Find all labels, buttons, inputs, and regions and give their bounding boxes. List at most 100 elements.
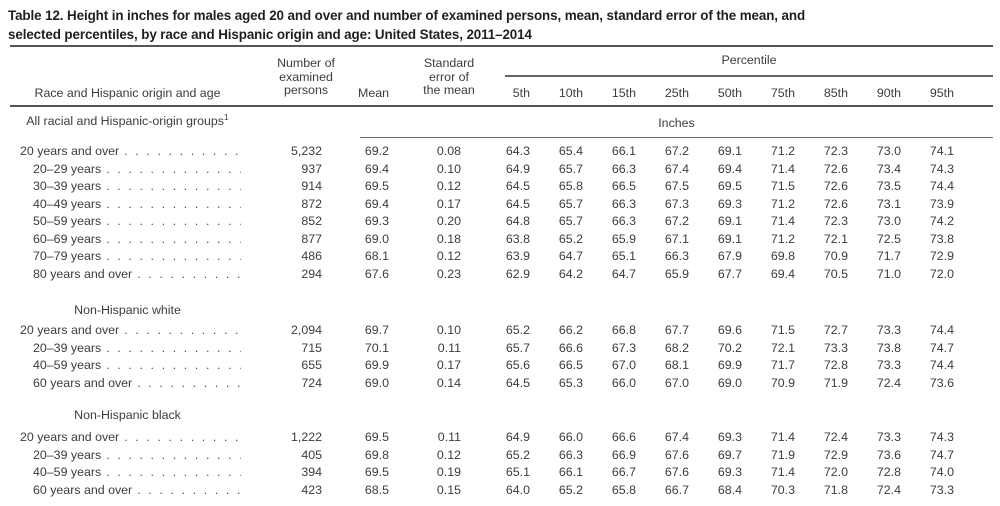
standard-error-column-header: Standard error of the mean <box>401 56 497 98</box>
cell-percentile: 72.8 <box>823 358 848 372</box>
section-rows-all-groups: 20 years and over . . . . . . . . . . . … <box>10 143 993 283</box>
section-label-all-groups: All racial and Hispanic-origin groups1 <box>10 112 245 128</box>
cell-percentile: 65.7 <box>558 161 583 176</box>
percentile-col-header: 15th <box>611 86 636 100</box>
cell-percentile: 72.9 <box>929 249 954 263</box>
cell-percentile: 67.2 <box>664 214 689 228</box>
row-label-cell: 20–29 years . . . . . . . . . . . . . . … <box>10 161 245 179</box>
cell-percentile: 74.4 <box>929 179 954 193</box>
cell-percentile: 64.7 <box>558 249 583 263</box>
stub-column-header: Race and Hispanic origin and age <box>34 86 221 100</box>
cell-percentile: 74.3 <box>929 430 954 444</box>
cell-percentile: 66.9 <box>611 447 636 462</box>
cell-mean: 69.5 <box>364 430 389 444</box>
row-label-cell: 60–69 years . . . . . . . . . . . . . . … <box>10 231 245 249</box>
cell-percentile: 72.6 <box>823 196 848 211</box>
cell-percentile: 73.3 <box>876 358 901 372</box>
standard-error-header-line: error of <box>429 69 469 84</box>
cell-examined-persons: 655 <box>301 358 322 372</box>
row-label-cell: 30–39 years . . . . . . . . . . . . . . … <box>10 178 245 196</box>
cell-percentile: 72.4 <box>823 430 848 444</box>
cell-percentile: 72.3 <box>823 144 848 158</box>
examined-persons-header-line: examined <box>279 69 333 84</box>
cell-percentile: 71.2 <box>770 196 795 211</box>
cell-percentile: 66.3 <box>611 214 636 228</box>
examined-persons-column-header: Number of examined persons <box>258 56 354 98</box>
cell-percentile: 71.7 <box>770 358 795 372</box>
leader-dots: . . . . . . . . . . . . . . . . . . . . … <box>106 340 241 355</box>
cell-percentile: 66.5 <box>611 179 636 193</box>
cell-percentile: 74.2 <box>929 214 954 228</box>
examined-persons-header-line: Number of <box>277 56 335 70</box>
cell-percentile: 74.7 <box>929 447 954 462</box>
cell-percentile: 69.0 <box>717 375 742 390</box>
table-row: 60–69 years . . . . . . . . . . . . . . … <box>10 231 993 249</box>
row-age-label: 60–69 years <box>33 231 102 246</box>
cell-percentile: 69.8 <box>770 249 795 263</box>
percentile-spanner-label: Percentile <box>721 53 777 67</box>
cell-examined-persons: 5,232 <box>290 144 322 158</box>
cell-percentile: 64.2 <box>558 266 583 281</box>
cell-percentile: 69.1 <box>717 144 742 158</box>
cell-percentile: 64.8 <box>505 214 530 228</box>
mean-column-header: Mean <box>358 86 389 100</box>
row-label-cell: 20–39 years . . . . . . . . . . . . . . … <box>10 340 245 358</box>
leader-dots: . . . . . . . . . . . . . . . . . . . . … <box>106 249 241 263</box>
table-row: 60 years and over . . . . . . . . . . . … <box>10 375 993 393</box>
cell-mean: 69.5 <box>364 179 389 193</box>
cell-percentile: 73.1 <box>876 196 901 211</box>
row-label-cell: 20 years and over . . . . . . . . . . . … <box>10 143 245 161</box>
leader-dots: . . . . . . . . . . . . . . . . . . . . … <box>106 179 241 193</box>
cell-standard-error: 0.10 <box>436 161 461 176</box>
table-row: 20–39 years . . . . . . . . . . . . . . … <box>10 447 993 465</box>
row-age-label: 30–39 years <box>33 179 102 193</box>
cell-standard-error: 0.11 <box>437 430 461 444</box>
cell-standard-error: 0.12 <box>436 249 461 263</box>
cell-percentile: 66.7 <box>611 465 636 479</box>
row-age-label: 20–39 years <box>33 447 102 462</box>
cell-percentile: 66.6 <box>558 340 583 355</box>
unit-label: Inches <box>658 116 695 130</box>
table-title-line2: selected percentiles, by race and Hispan… <box>8 27 532 42</box>
leader-dots: . . . . . . . . . . . . . . . . . . . . … <box>106 465 241 479</box>
cell-standard-error: 0.14 <box>436 375 461 390</box>
cell-percentile: 71.2 <box>770 231 795 246</box>
row-age-label: 40–59 years <box>33 465 102 479</box>
cell-percentile: 66.3 <box>664 249 689 263</box>
cell-examined-persons: 423 <box>301 482 322 497</box>
row-age-label: 60 years and over <box>33 375 133 390</box>
cell-percentile: 66.2 <box>558 323 583 337</box>
cell-standard-error: 0.17 <box>436 358 461 372</box>
cell-standard-error: 0.20 <box>436 214 461 228</box>
cell-percentile: 73.3 <box>929 482 954 497</box>
row-age-label: 70–79 years <box>33 249 102 263</box>
percentile-spanner-rule <box>505 75 993 77</box>
cell-percentile: 72.6 <box>823 179 848 193</box>
leader-dots: . . . . . . . . . . . . . . . . . . . . … <box>106 358 241 372</box>
cell-examined-persons: 2,094 <box>290 323 322 337</box>
cell-mean: 69.3 <box>364 214 389 228</box>
cell-standard-error: 0.12 <box>436 179 461 193</box>
cell-examined-persons: 1,222 <box>290 430 322 444</box>
cell-percentile: 67.7 <box>717 266 742 281</box>
cell-percentile: 74.0 <box>929 465 954 479</box>
cell-examined-persons: 872 <box>301 196 322 211</box>
cell-percentile: 73.0 <box>876 144 901 158</box>
cell-percentile: 69.4 <box>717 161 742 176</box>
cell-percentile: 69.9 <box>717 358 742 372</box>
leader-dots: . . . . . . . . . . . . . . . . . . . . … <box>106 161 241 176</box>
cell-percentile: 64.5 <box>505 375 530 390</box>
cell-percentile: 72.5 <box>876 231 901 246</box>
cell-percentile: 70.3 <box>770 482 795 497</box>
cell-percentile: 72.8 <box>876 465 901 479</box>
cell-percentile: 67.6 <box>664 447 689 462</box>
cell-percentile: 65.2 <box>558 482 583 497</box>
cell-mean: 69.0 <box>364 231 389 246</box>
cell-percentile: 66.0 <box>558 430 583 444</box>
cell-percentile: 73.0 <box>876 214 901 228</box>
percentile-col-header: 90th <box>876 86 901 100</box>
cell-percentile: 65.1 <box>505 465 530 479</box>
row-label-cell: 40–59 years . . . . . . . . . . . . . . … <box>10 357 245 375</box>
cell-percentile: 69.7 <box>717 447 742 462</box>
cell-percentile: 71.9 <box>770 447 795 462</box>
